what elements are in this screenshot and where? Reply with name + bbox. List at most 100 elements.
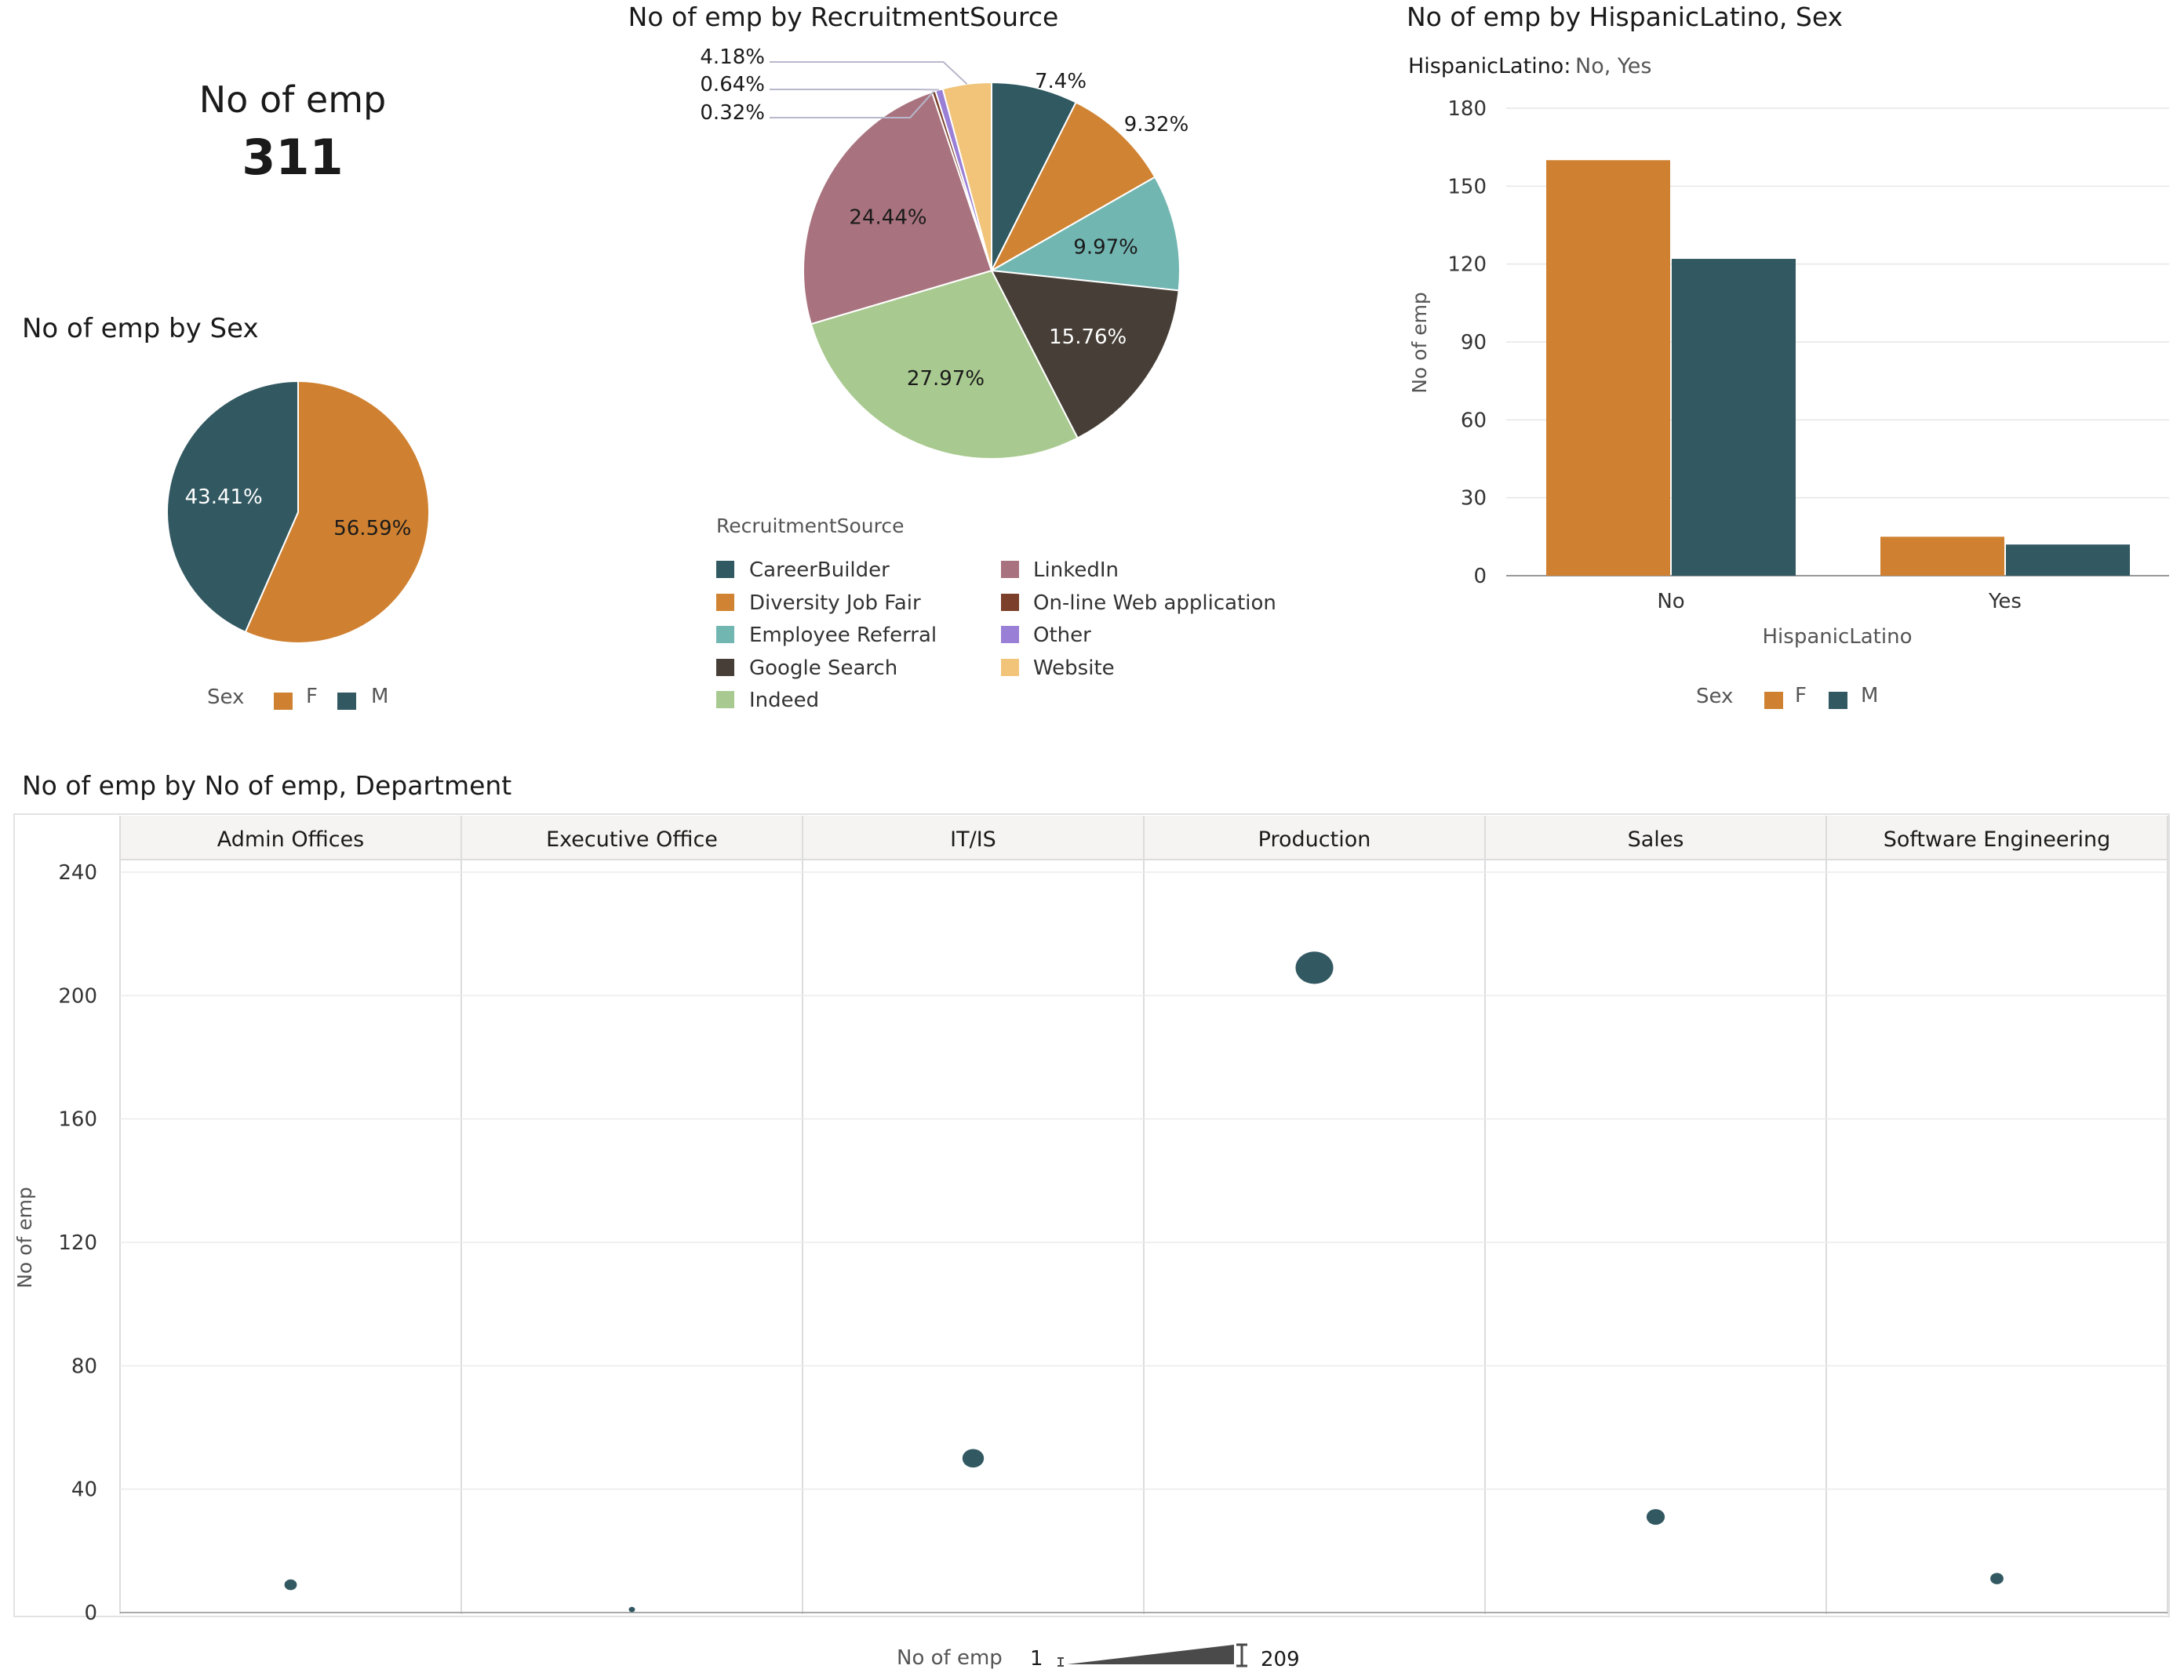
sex-legend-swatch-f [274, 693, 293, 710]
kpi-title: No of emp [199, 78, 386, 121]
scatter-y-tick-label: 120 [58, 1231, 97, 1255]
hispanic-y-tick-label: 120 [1447, 253, 1487, 277]
sex-pie-title: No of emp by Sex [22, 313, 259, 344]
hispanic-bar-yes-f[interactable] [1880, 536, 2004, 576]
sex-slice-label-f: 56.59% [333, 517, 411, 540]
recruitment-slice-label-careerbuilder: 7.4% [1035, 70, 1087, 93]
hispanic-bar-no-f[interactable] [1546, 160, 1670, 576]
recruitment-slice-indeed[interactable] [810, 269, 1079, 460]
hispanic-filter-values: No, Yes [1575, 54, 1651, 78]
scatter-y-tick-label: 200 [58, 984, 97, 1008]
scatter-point-admin-offices[interactable] [284, 1579, 297, 1591]
department-header-software-engineering: Software Engineering [1884, 827, 2111, 852]
hispanic-y-tick-label: 150 [1447, 175, 1487, 198]
kpi-value: 311 [242, 129, 343, 186]
recruitment-slice-website[interactable] [941, 81, 992, 271]
size-legend-wedge [1067, 1645, 1234, 1664]
sex-pie-legend: Sex F M [207, 685, 388, 710]
department-scatter-chart: No of emp by No of emp, Department Admin… [13, 770, 2170, 1671]
scatter-y-axis-label: No of emp [13, 1187, 36, 1289]
sex-slice-label-m: 43.41% [185, 485, 263, 509]
scatter-point-executive-office[interactable] [628, 1606, 635, 1613]
recruitment-legend-swatch-on-line-web-application [1001, 594, 1019, 611]
hispanic-x-axis-label: HispanicLatino [1763, 625, 1913, 649]
hispanic-y-tick-label: 90 [1461, 331, 1487, 355]
recruitment-slice-linkedin[interactable] [803, 91, 993, 325]
recruitment-legend-label-employee-referral: Employee Referral [749, 624, 937, 647]
hispanic-legend-swatch-m [1829, 692, 1847, 709]
recruitment-leader-on-line-web-application [770, 91, 934, 118]
hispanic-filter-label: HispanicLatino: [1408, 54, 1571, 78]
hispanic-legend-label-f: F [1795, 684, 1807, 707]
hispanic-legend-label-m: M [1861, 684, 1878, 707]
scatter-y-tick-label: 160 [58, 1108, 97, 1132]
recruitment-legend-label-linkedin: LinkedIn [1033, 558, 1119, 582]
recruitment-pie-title: No of emp by RecruitmentSource [628, 2, 1059, 32]
kpi-card: No of emp 311 [199, 78, 386, 186]
department-header-production: Production [1258, 827, 1371, 852]
sex-legend-swatch-m [337, 693, 356, 710]
scatter-frame [13, 813, 2170, 1617]
hispanic-x-tick-label: No [1657, 590, 1684, 613]
scatter-point-it-is[interactable] [962, 1449, 985, 1468]
hispanic-y-tick-label: 0 [1473, 565, 1487, 588]
scatter-y-tick-label: 0 [84, 1602, 97, 1625]
hispanic-x-tick-label: Yes [1988, 590, 2022, 613]
recruitment-legend-label-on-line-web-application: On-line Web application [1033, 591, 1276, 615]
size-legend-label: No of emp [897, 1646, 1003, 1670]
recruitment-slice-google-search[interactable] [990, 269, 1180, 439]
recruitment-legend-label-website: Website [1033, 656, 1115, 680]
department-header-executive-office: Executive Office [546, 827, 718, 852]
sex-slice-f[interactable] [244, 380, 430, 644]
hispanic-y-tick-label: 60 [1461, 409, 1487, 432]
recruitment-slice-employee-referral[interactable] [988, 176, 1181, 292]
recruitment-slice-label-employee-referral: 9.97% [1073, 235, 1138, 259]
sex-legend-label-m: M [371, 685, 388, 708]
recruitment-legend-label-diversity-job-fair: Diversity Job Fair [749, 591, 921, 615]
recruitment-slice-label-other: 0.64% [700, 73, 765, 96]
recruitment-slice-label-indeed: 27.97% [907, 367, 985, 391]
department-header-admin-offices: Admin Offices [217, 827, 365, 852]
hispanic-bar-no-m[interactable] [1672, 259, 1796, 576]
hispanic-bar-chart: No of emp by HispanicLatino, Sex Hispani… [1407, 2, 2169, 709]
recruitment-legend-label-google-search: Google Search [749, 656, 897, 680]
hispanic-legend-title: Sex [1696, 685, 1733, 708]
recruitment-legend-swatch-employee-referral [716, 626, 734, 643]
scatter-point-sales[interactable] [1646, 1509, 1665, 1525]
scatter-y-tick-label: 80 [71, 1355, 97, 1378]
recruitment-slice-careerbuilder[interactable] [991, 81, 1077, 271]
hispanic-y-axis-label: No of emp [1408, 292, 1431, 394]
size-legend-min-marker [1057, 1657, 1064, 1667]
recruitment-slice-label-google-search: 15.76% [1049, 325, 1127, 349]
recruitment-slice-label-diversity-job-fair: 9.32% [1124, 113, 1189, 136]
hispanic-y-tick-label: 30 [1461, 487, 1487, 511]
recruitment-legend-label-other: Other [1033, 624, 1091, 647]
scatter-point-production[interactable] [1295, 951, 1334, 984]
recruitment-slice-diversity-job-fair[interactable] [989, 101, 1156, 273]
recruitment-legend-swatch-google-search [716, 659, 734, 676]
size-legend-min: 1 [1030, 1647, 1043, 1671]
sex-legend-label-f: F [306, 685, 318, 708]
size-legend-max-marker [1236, 1643, 1247, 1667]
department-scatter-title: No of emp by No of emp, Department [22, 770, 511, 801]
recruitment-leader-website [770, 61, 968, 85]
recruitment-pie-chart: No of emp by RecruitmentSource 7.4% 9.32%… [628, 2, 1276, 712]
hispanic-bar-title: No of emp by HispanicLatino, Sex [1407, 2, 1843, 32]
scatter-point-software-engineering[interactable] [1990, 1573, 2004, 1584]
recruitment-legend-swatch-diversity-job-fair [716, 594, 734, 611]
recruitment-legend-swatch-indeed [716, 691, 734, 708]
recruitment-slice-label-on-line-web-application: 0.32% [700, 101, 765, 125]
recruitment-slice-label-website: 4.18% [700, 45, 765, 69]
scatter-y-tick-label: 240 [58, 861, 97, 885]
recruitment-legend-label-indeed: Indeed [749, 689, 819, 712]
size-legend-max: 209 [1261, 1648, 1300, 1671]
hispanic-bar-yes-m[interactable] [2006, 544, 2130, 576]
sex-slice-m[interactable] [166, 380, 299, 634]
recruitment-legend-label-careerbuilder: CareerBuilder [749, 558, 890, 582]
sex-legend-title: Sex [207, 685, 244, 709]
recruitment-legend-title: RecruitmentSource [716, 515, 905, 537]
sex-pie-chart: No of emp by Sex 56.59% 43.41% Sex F M [22, 313, 430, 710]
recruitment-legend: RecruitmentSource CareerBuilder Diversity… [716, 515, 1276, 712]
recruitment-leader-other [770, 89, 940, 91]
